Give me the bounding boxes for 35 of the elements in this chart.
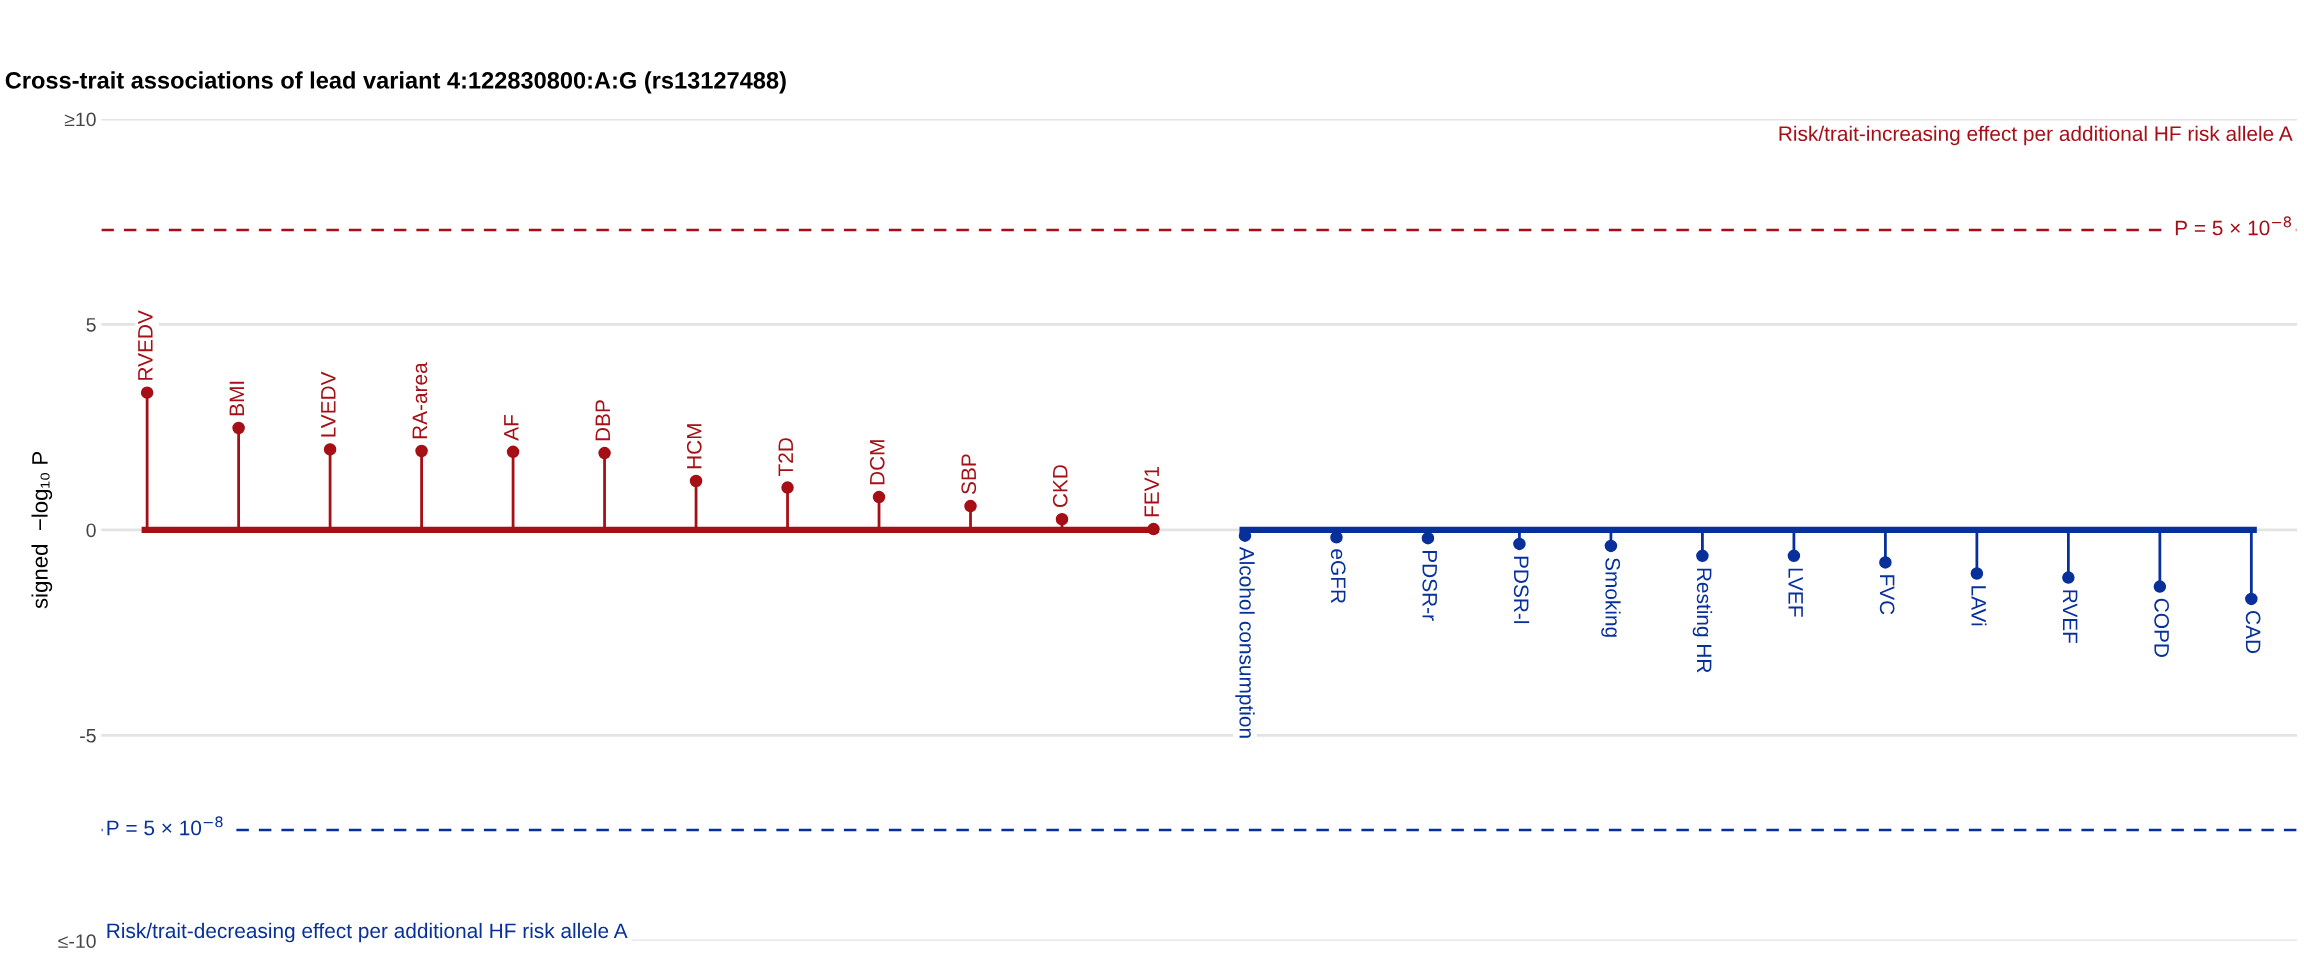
y-tick-label: ≤-10 bbox=[58, 934, 96, 949]
x-tick-label: DBP bbox=[595, 400, 610, 441]
y-tick-label: 5 bbox=[86, 318, 96, 332]
x-tick-label: LAVi bbox=[1971, 586, 1987, 626]
x-tick-label: Resting HR bbox=[1692, 568, 1713, 673]
x-tick-label: LVEF bbox=[1788, 568, 1803, 617]
x-tick-label: Smoking bbox=[1601, 558, 1621, 637]
x-tick-label: eGFR bbox=[1330, 549, 1346, 604]
annotation: Risk/trait-increasing effect per additional HF risk allele A bbox=[1779, 125, 2293, 146]
x-tick-label: HCM bbox=[686, 424, 702, 469]
x-tick-label: SBP bbox=[961, 454, 977, 495]
x-tick-label: PDSR-r bbox=[1422, 550, 1438, 621]
x-tick-label: T2D bbox=[778, 438, 793, 477]
y-axis-title: signed −log₁₀ P bbox=[31, 452, 53, 609]
x-tick-label: RVEDV bbox=[138, 310, 153, 380]
annotation: Risk/trait-decreasing effect per additional HF risk allele A bbox=[107, 922, 628, 943]
y-tick-label: ≥10 bbox=[64, 112, 96, 127]
x-tick-label: Alcohol consumption bbox=[1235, 546, 1255, 738]
x-tick-label: PDSR-l bbox=[1513, 556, 1530, 624]
x-tick-label: LVEDV bbox=[321, 371, 336, 437]
x-tick-label: CAD bbox=[2245, 611, 2261, 654]
x-tick-label: RA-area bbox=[412, 362, 428, 439]
x-tick-label: DCM bbox=[869, 440, 885, 485]
x-tick-label: FVC bbox=[1879, 575, 1895, 615]
y-tick-label: 0 bbox=[86, 523, 96, 538]
x-tick-label: BMI bbox=[229, 381, 244, 416]
x-tick-label: CKD bbox=[1052, 465, 1068, 508]
x-tick-label: COPD bbox=[2154, 598, 2170, 657]
annotation: P = 5 × 10$^{−8}$ bbox=[107, 816, 223, 836]
x-tick-label: AF bbox=[504, 414, 519, 441]
x-tick-label: RVEF bbox=[2062, 590, 2078, 644]
annotation: P = 5 × 10$^{−8}$ bbox=[2175, 216, 2291, 236]
x-tick-label: FEV1 bbox=[1144, 466, 1159, 517]
y-tick-label: -5 bbox=[80, 729, 96, 743]
chart-title: Cross-trait associations of lead variant 4:122830800:A:G (rs13127488) bbox=[5, 71, 786, 94]
